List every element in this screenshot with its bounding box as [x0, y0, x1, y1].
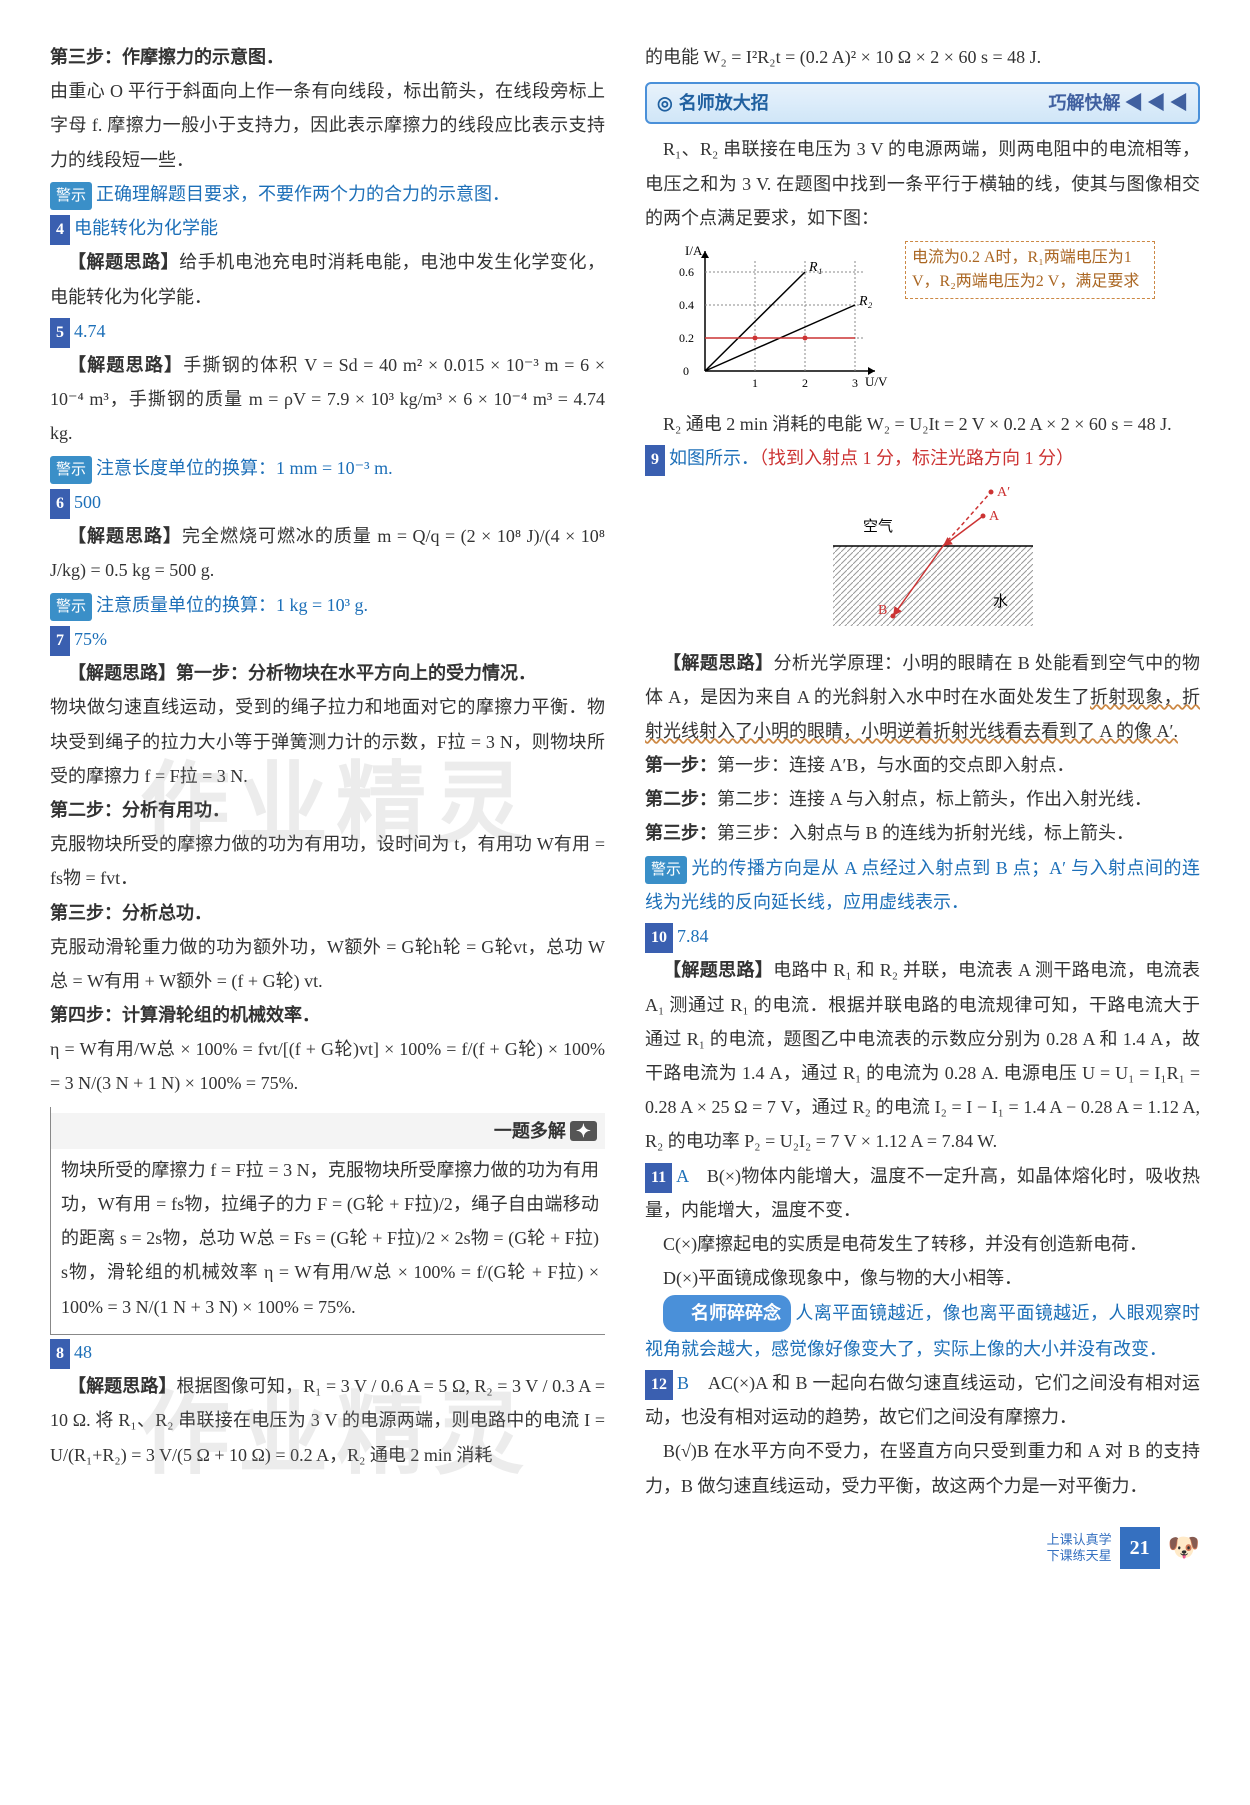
- q7-s1: 【解题思路】第一步：分析物块在水平方向上的受力情况．: [50, 656, 605, 690]
- q9-s3: 第三步：第三步：入射点与 B 的连线为折射光线，标上箭头．: [645, 816, 1200, 850]
- q4: 4电能转化为化学能: [50, 211, 605, 245]
- svg-text:空气: 空气: [863, 518, 893, 535]
- svg-text:A: A: [989, 509, 1000, 524]
- q7-s4: 第四步：计算滑轮组的机械效率．: [50, 998, 605, 1032]
- q9: 9如图所示．（找到入射点 1 分，标注光路方向 1 分）: [645, 441, 1200, 475]
- q7-s3b: 克服动滑轮重力做的功为额外功，W额外 = G轮h轮 = G轮vt，总功 W总 =…: [50, 930, 605, 998]
- q6: 6500: [50, 485, 605, 519]
- q9-explain: 【解题思路】分析光学原理：小明的眼睛在 B 处能看到空气中的物体 A，是因为来自…: [645, 646, 1200, 749]
- q9-s2: 第二步：第二步：连接 A 与入射点，标上箭头，作出入射光线．: [645, 782, 1200, 816]
- banner-body1: R₁、R₂ 串联接在电压为 3 V 的电源两端，则两电阻中的电流相等，电压之和为…: [645, 132, 1200, 235]
- svg-text:0.6: 0.6: [679, 265, 694, 279]
- iv-chart-row: I/A U/V R₁ R₂ 0 0.2 0.4 0.6 1 2 3 电流为0.2…: [675, 241, 1200, 401]
- step3-body: 由重心 O 平行于斜面向上作一条有向线段，标出箭头，在线段旁标上字母 f. 摩擦…: [50, 74, 605, 177]
- svg-text:2: 2: [802, 376, 808, 390]
- q5: 54.74: [50, 314, 605, 348]
- svg-text:0: 0: [683, 364, 689, 378]
- banner-body2: R₂ 通电 2 min 消耗的电能 W₂ = U₂It = 2 V × 0.2 …: [645, 407, 1200, 441]
- q11: 11A B(×)物体内能增大，温度不一定升高，如晶体熔化时，吸收热量，内能增大，…: [645, 1159, 1200, 1228]
- q7-s1b: 物块做匀速直线运动，受到的绳子拉力和地面对它的摩擦力平衡．物块受到绳子的拉力大小…: [50, 690, 605, 793]
- warning-1: 警示正确理解题目要求，不要作两个力的合力的示意图．: [50, 177, 605, 211]
- warning-2: 警示注意长度单位的换算：1 mm = 10⁻³ m.: [50, 451, 605, 485]
- q7-s3: 第三步：分析总功．: [50, 896, 605, 930]
- two-column-layout: 第三步：作摩擦力的示意图． 由重心 O 平行于斜面向上作一条有向线段，标出箭头，…: [50, 40, 1200, 1503]
- page-footer: 上课认真学 下课练天星 21 🐶: [50, 1523, 1200, 1572]
- warning-4: 警示光的传播方向是从 A 点经过入射点到 B 点；A′ 与入射点间的连线为光线的…: [645, 851, 1200, 919]
- q9-s1: 第一步：第一步：连接 A′B，与水面的交点即入射点．: [645, 748, 1200, 782]
- svg-text:B: B: [878, 603, 887, 618]
- optics-diagram: 空气 水 A′ A B: [793, 486, 1053, 636]
- svg-text:A′: A′: [997, 486, 1010, 500]
- step3-title: 第三步：作摩擦力的示意图．: [50, 40, 605, 74]
- iv-chart: I/A U/V R₁ R₂ 0 0.2 0.4 0.6 1 2 3: [675, 241, 895, 401]
- q8: 848: [50, 1335, 605, 1369]
- slogan2: 下课练天星: [1047, 1548, 1112, 1564]
- y-axis-label: I/A: [685, 243, 703, 258]
- q5-explain: 【解题思路】手撕钢的体积 V = Sd = 40 m² × 0.015 × 10…: [50, 348, 605, 451]
- q12: 12B AC(×)A 和 B 一起向右做匀速直线运动，它们之间没有相对运动，也没…: [645, 1366, 1200, 1435]
- svg-text:R₁: R₁: [808, 260, 822, 275]
- multi-body: 物块所受的摩擦力 f = F拉 = 3 N，克服物块所受摩擦力做的功为有用功，W…: [61, 1153, 599, 1324]
- q10-explain: 【解题思路】电路中 R₁ 和 R₂ 并联，电流表 A 测干路电流，电流表 A₁ …: [645, 953, 1200, 1158]
- mascot-icon: 🐶: [1168, 1523, 1200, 1572]
- slogan1: 上课认真学: [1047, 1532, 1112, 1548]
- q7: 775%: [50, 622, 605, 656]
- multi-title: 一题多解✦: [51, 1113, 605, 1149]
- left-column: 第三步：作摩擦力的示意图． 由重心 O 平行于斜面向上作一条有向线段，标出箭头，…: [50, 40, 605, 1503]
- chart-callout: 电流为0.2 A时，R₁两端电压为1 V，R₂两端电压为2 V，满足要求: [905, 241, 1155, 299]
- q7-eq: η = W有用/W总 × 100% = fvt/[(f + G轮)vt] × 1…: [50, 1032, 605, 1100]
- q7-s2: 第二步：分析有用功．: [50, 793, 605, 827]
- q11-c: C(×)摩擦起电的实质是电荷发生了转移，并没有创造新电荷．: [645, 1227, 1200, 1261]
- svg-text:水: 水: [993, 593, 1008, 610]
- q6-explain: 【解题思路】完全燃烧可燃冰的质量 m = Q/q = (2 × 10⁸ J)/(…: [50, 519, 605, 587]
- x-axis-label: U/V: [865, 374, 888, 389]
- q7-s2b: 克服物块所受的摩擦力做的功为有用功，设时间为 t，有用功 W有用 = fs物 =…: [50, 827, 605, 895]
- multi-solution-box: 一题多解✦ 物块所受的摩擦力 f = F拉 = 3 N，克服物块所受摩擦力做的功…: [50, 1107, 605, 1335]
- svg-text:R₂: R₂: [858, 294, 873, 309]
- q11-d: D(×)平面镜成像现象中，像与物的大小相等．: [645, 1261, 1200, 1295]
- q10: 107.84: [645, 919, 1200, 953]
- target-icon: ◎: [657, 86, 673, 120]
- svg-text:1: 1: [752, 376, 758, 390]
- right-column: 的电能 W₂ = I²R₂t = (0.2 A)² × 10 Ω × 2 × 6…: [645, 40, 1200, 1503]
- teacher-chat: 名师碎碎念人离平面镜越近，像也离平面镜越近，人眼观察时视角就会越大，感觉像好像变…: [645, 1295, 1200, 1365]
- page-number: 21: [1120, 1527, 1160, 1569]
- q8-explain: 【解题思路】根据图像可知，R₁ = 3 V / 0.6 A = 5 Ω, R₂ …: [50, 1369, 605, 1472]
- svg-text:0.2: 0.2: [679, 331, 694, 345]
- q12-b: B(√)B 在水平方向不受力，在竖直方向只受到重力和 A 对 B 的支持力，B …: [645, 1434, 1200, 1502]
- svg-text:3: 3: [852, 376, 858, 390]
- master-tips-banner: ◎ 名师放大招 巧解快解 ◀ ◀ ◀: [645, 82, 1200, 124]
- star-icon: ✦: [570, 1121, 597, 1141]
- q8-cont: 的电能 W₂ = I²R₂t = (0.2 A)² × 10 Ω × 2 × 6…: [645, 40, 1200, 74]
- warning-3: 警示注意质量单位的换算：1 kg = 10³ g.: [50, 588, 605, 622]
- q4-explain: 【解题思路】给手机电池充电时消耗电能，电池中发生化学变化，电能转化为化学能．: [50, 245, 605, 313]
- svg-text:0.4: 0.4: [679, 298, 694, 312]
